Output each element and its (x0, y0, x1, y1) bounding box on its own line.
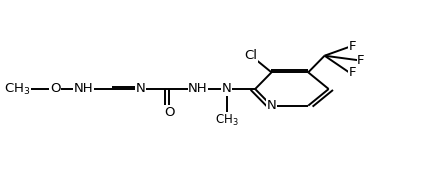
Text: O: O (164, 106, 175, 119)
Text: F: F (349, 40, 357, 53)
Text: F: F (349, 66, 357, 79)
Text: NH: NH (188, 82, 208, 96)
Text: O: O (50, 82, 60, 96)
Text: $\mathrm{CH_3}$: $\mathrm{CH_3}$ (4, 82, 31, 96)
Text: N: N (136, 82, 146, 96)
Text: NH: NH (74, 82, 93, 96)
Text: F: F (357, 54, 365, 67)
Text: N: N (222, 82, 231, 96)
Text: $\mathrm{CH_3}$: $\mathrm{CH_3}$ (215, 113, 239, 128)
Text: N: N (267, 99, 276, 112)
Text: Cl: Cl (245, 49, 258, 62)
